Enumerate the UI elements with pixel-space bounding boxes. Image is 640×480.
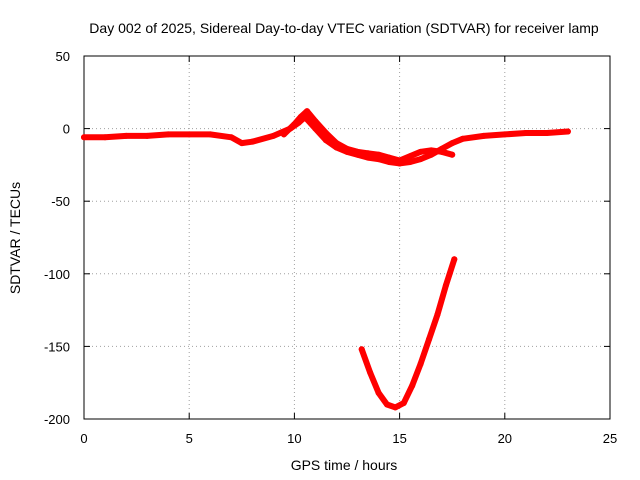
data-point	[367, 369, 374, 376]
data-point	[322, 137, 329, 144]
data-point	[165, 131, 172, 138]
data-point	[428, 147, 435, 154]
x-tick-label: 15	[392, 431, 406, 446]
x-tick-label: 20	[498, 431, 512, 446]
data-point	[459, 135, 466, 142]
x-tick-label: 10	[287, 431, 301, 446]
data-point	[417, 148, 424, 155]
data-point	[291, 121, 298, 128]
data-point	[102, 134, 109, 141]
y-tick-label: -150	[44, 339, 70, 354]
y-axis-label: SDTVAR / TECUs	[7, 182, 23, 294]
data-point	[333, 140, 340, 147]
data-point	[365, 150, 372, 157]
data-point	[409, 382, 416, 389]
plot-frame	[83, 55, 611, 420]
data-point	[81, 134, 87, 141]
y-tick-label: -50	[51, 194, 70, 209]
data-point	[123, 132, 130, 139]
series-line	[358, 256, 458, 411]
x-tick-label: 25	[603, 431, 617, 446]
grid-lines	[84, 56, 610, 419]
data-point	[392, 404, 399, 411]
data-point	[144, 132, 151, 139]
y-tick-label: 0	[63, 122, 70, 137]
data-point	[522, 129, 529, 136]
data-point	[280, 131, 287, 138]
data-point	[407, 153, 414, 160]
data-point	[344, 145, 350, 152]
data-point	[270, 132, 277, 139]
data-point	[354, 148, 361, 155]
chart-title: Day 002 of 2025, Sidereal Day-to-day VTE…	[89, 20, 599, 36]
data-point	[249, 138, 256, 145]
data-point	[386, 154, 393, 161]
data-point	[407, 158, 414, 165]
data-point	[434, 311, 441, 318]
data-point	[228, 134, 235, 141]
data-series	[81, 108, 571, 411]
data-point	[186, 131, 193, 138]
data-point	[207, 131, 214, 138]
data-point	[449, 151, 456, 158]
axis-ticks: 0 5 10 15 20 25 50 0 -50 -100 -150 -200	[44, 49, 617, 446]
data-point	[442, 282, 449, 289]
data-point	[438, 148, 445, 155]
data-point	[449, 140, 456, 147]
data-point	[543, 129, 550, 136]
data-point	[400, 400, 407, 407]
data-point	[564, 128, 571, 135]
x-tick-label: 5	[186, 431, 193, 446]
data-point	[417, 156, 424, 163]
data-point	[451, 256, 458, 263]
x-tick-label: 0	[80, 431, 87, 446]
data-point	[480, 132, 487, 139]
data-point	[417, 360, 424, 367]
data-point	[312, 118, 319, 125]
y-tick-label: -200	[44, 412, 70, 427]
data-point	[396, 157, 403, 164]
y-tick-label: -100	[44, 267, 70, 282]
data-point	[358, 346, 365, 353]
data-point	[375, 151, 382, 158]
data-point	[426, 336, 433, 343]
y-tick-label: 50	[56, 49, 70, 64]
data-point	[322, 129, 329, 136]
series-line	[81, 114, 571, 167]
data-point	[297, 113, 304, 120]
x-axis-label: GPS time / hours	[291, 457, 398, 473]
data-point	[304, 108, 311, 115]
data-point	[501, 131, 508, 138]
data-point	[375, 389, 382, 396]
data-point	[238, 140, 245, 147]
data-point	[383, 401, 390, 408]
